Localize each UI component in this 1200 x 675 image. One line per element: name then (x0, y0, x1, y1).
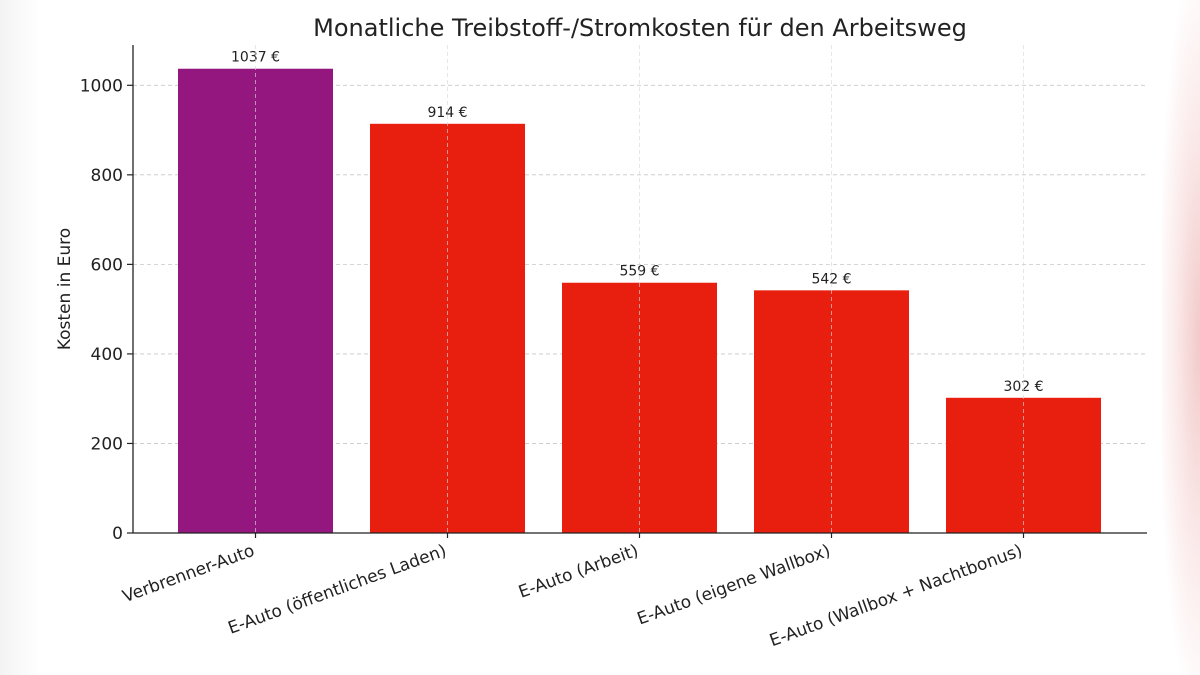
data-label: 302 € (1003, 379, 1043, 395)
background-edge-right (1162, 0, 1200, 675)
y-tick-label: 1000 (80, 76, 123, 96)
y-tick-label: 400 (91, 345, 123, 365)
data-label: 1037 € (231, 50, 280, 66)
y-tick-label: 200 (91, 434, 123, 454)
x-tick-label: E-Auto (Arbeit) (516, 541, 641, 603)
data-label: 914 € (427, 105, 467, 121)
x-tick-label: E-Auto (eigene Wallbox) (635, 541, 834, 630)
y-tick-label: 600 (91, 255, 123, 275)
x-tick-label: E-Auto (öffentliches Laden) (225, 541, 449, 639)
x-tick-label: Verbrenner-Auto (120, 541, 257, 607)
y-tick-label: 0 (112, 524, 123, 544)
y-axis-label: Kosten in Euro (55, 228, 75, 350)
background-edge-left (0, 0, 40, 675)
bar-3 (562, 282, 717, 533)
y-tick-label: 800 (91, 166, 123, 186)
chart-title: Monatliche Treibstoff-/Stromkosten für d… (313, 14, 967, 42)
